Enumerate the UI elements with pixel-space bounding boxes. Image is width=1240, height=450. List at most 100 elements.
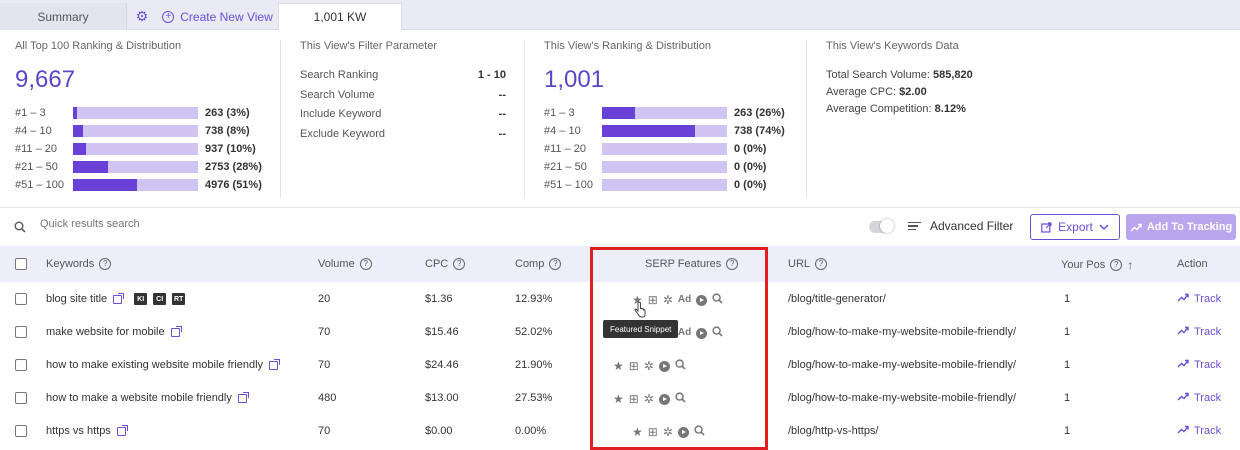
help-icon[interactable]: ? — [815, 258, 828, 270]
video-play-icon[interactable] — [696, 294, 708, 306]
range-value: 937 (10%) — [205, 143, 256, 155]
select-all-checkbox[interactable] — [15, 258, 27, 270]
distribution-bar — [73, 179, 198, 191]
cpc-cell: $15.46 — [425, 326, 459, 338]
external-link-icon[interactable] — [113, 292, 125, 304]
url-cell[interactable]: /blog/how-to-make-my-website-mobile-frie… — [788, 326, 1017, 338]
distribution-row: #51 – 100 4976 (51%) — [15, 178, 262, 192]
external-link-icon[interactable] — [116, 424, 128, 436]
row-checkbox[interactable] — [15, 425, 27, 437]
quick-search-input[interactable] — [40, 218, 340, 230]
keyword-text[interactable]: https vs https — [46, 425, 111, 437]
knowledge-panel-icon[interactable]: ⊞ — [628, 392, 639, 406]
knowledge-panel-icon[interactable]: ⊞ — [647, 425, 658, 439]
help-icon[interactable]: ? — [1110, 259, 1123, 271]
filter-lines-icon — [908, 220, 921, 233]
distribution-row: #11 – 20 0 (0%) — [544, 142, 766, 156]
search-icon[interactable] — [712, 293, 723, 307]
video-play-icon[interactable] — [677, 426, 689, 438]
star-featured-snippet-icon[interactable]: ★ — [632, 425, 643, 439]
range-value: 738 (8%) — [205, 125, 250, 137]
cpc-cell: $1.36 — [425, 293, 453, 305]
add-to-tracking-button[interactable]: Add To Tracking — [1126, 214, 1236, 240]
position-cell: 1 — [1064, 359, 1071, 371]
advanced-filter-button[interactable]: Advanced Filter — [908, 219, 1013, 233]
help-icon[interactable]: ? — [549, 258, 562, 270]
tab-1001-kw[interactable]: 1,001 KW — [278, 3, 402, 30]
external-link-icon[interactable] — [170, 325, 182, 337]
keyword-text[interactable]: how to make a website mobile friendly — [46, 392, 232, 404]
filter-toggle[interactable] — [869, 219, 894, 233]
url-cell[interactable]: /blog/http-vs-https/ — [788, 425, 879, 437]
track-button[interactable]: Track — [1177, 326, 1221, 338]
track-button[interactable]: Track — [1177, 359, 1221, 371]
search-icon[interactable] — [675, 359, 686, 373]
keyword-text[interactable]: how to make existing website mobile frie… — [46, 359, 264, 371]
star-featured-snippet-icon[interactable]: ★ — [632, 293, 643, 307]
header-volume[interactable]: Volume? — [318, 258, 372, 270]
row-checkbox[interactable] — [15, 293, 27, 305]
trend-icon — [1177, 293, 1189, 305]
filter-param-row: Search Volume -- — [300, 89, 506, 101]
export-button[interactable]: Export — [1030, 214, 1120, 240]
header-your-pos[interactable]: Your Pos? ↑ — [1061, 258, 1133, 272]
position-cell: 1 — [1064, 326, 1071, 338]
header-serp-features[interactable]: SERP Features? — [645, 258, 739, 270]
image-pack-icon[interactable]: ✲ — [662, 293, 673, 307]
knowledge-panel-icon[interactable]: ⊞ — [647, 293, 658, 307]
gear-icon[interactable]: ⚙ — [135, 8, 149, 24]
range-value: 4976 (51%) — [205, 179, 262, 191]
distribution-bar-fill — [73, 107, 77, 119]
ad-label[interactable]: Ad — [677, 294, 692, 305]
range-label: #21 – 50 — [544, 161, 587, 173]
search-icon[interactable] — [694, 425, 705, 439]
row-checkbox[interactable] — [15, 326, 27, 338]
video-play-icon[interactable] — [658, 393, 670, 405]
knowledge-panel-icon[interactable]: ⊞ — [628, 359, 639, 373]
ad-label[interactable]: Ad — [677, 327, 692, 338]
keyword-text[interactable]: make website for mobile — [46, 326, 165, 338]
comp-cell: 27.53% — [515, 392, 553, 404]
distribution-row: #21 – 50 2753 (28%) — [15, 160, 262, 174]
help-icon[interactable]: ? — [99, 258, 112, 270]
create-new-view-button[interactable]: + Create New View — [160, 3, 275, 30]
header-keywords[interactable]: Keywords? — [46, 258, 112, 270]
kw-data-title: This View's Keywords Data — [826, 40, 959, 52]
star-featured-snippet-icon[interactable]: ★ — [613, 359, 624, 373]
video-play-icon[interactable] — [658, 360, 670, 372]
help-icon[interactable]: ? — [726, 258, 739, 270]
url-cell[interactable]: /blog/how-to-make-my-website-mobile-frie… — [788, 359, 1017, 371]
distribution-bar-fill — [73, 143, 86, 155]
track-label: Track — [1194, 359, 1222, 371]
cpc-cell: $0.00 — [425, 425, 453, 437]
sort-arrow-up-icon[interactable]: ↑ — [1127, 258, 1134, 272]
header-url[interactable]: URL? — [788, 258, 828, 270]
row-checkbox[interactable] — [15, 359, 27, 371]
tab-summary[interactable]: Summary — [0, 3, 127, 30]
search-icon[interactable] — [712, 326, 723, 340]
star-featured-snippet-icon[interactable]: ★ — [613, 392, 624, 406]
filter-param-row: Search Ranking 1 - 10 — [300, 69, 506, 81]
comp-cell: 0.00% — [515, 425, 547, 437]
url-cell[interactable]: /blog/title-generator/ — [788, 293, 886, 305]
distribution-bar — [602, 107, 727, 119]
image-pack-icon[interactable]: ✲ — [662, 425, 673, 439]
header-cpc[interactable]: CPC? — [425, 258, 466, 270]
url-cell[interactable]: /blog/how-to-make-my-website-mobile-frie… — [788, 392, 1017, 404]
track-button[interactable]: Track — [1177, 425, 1221, 437]
keyword-text[interactable]: blog site title — [46, 293, 108, 305]
track-button[interactable]: Track — [1177, 293, 1221, 305]
search-icon[interactable] — [675, 392, 686, 406]
external-link-icon[interactable] — [237, 391, 249, 403]
help-icon[interactable]: ? — [359, 258, 372, 270]
image-pack-icon[interactable]: ✲ — [643, 392, 654, 406]
range-value: 263 (26%) — [734, 107, 785, 119]
track-button[interactable]: Track — [1177, 392, 1221, 404]
add-tracking-label: Add To Tracking — [1146, 221, 1233, 233]
help-icon[interactable]: ? — [453, 258, 466, 270]
header-comp[interactable]: Comp? — [515, 258, 562, 270]
row-checkbox[interactable] — [15, 392, 27, 404]
external-link-icon[interactable] — [269, 358, 281, 370]
video-play-icon[interactable] — [696, 327, 708, 339]
image-pack-icon[interactable]: ✲ — [643, 359, 654, 373]
